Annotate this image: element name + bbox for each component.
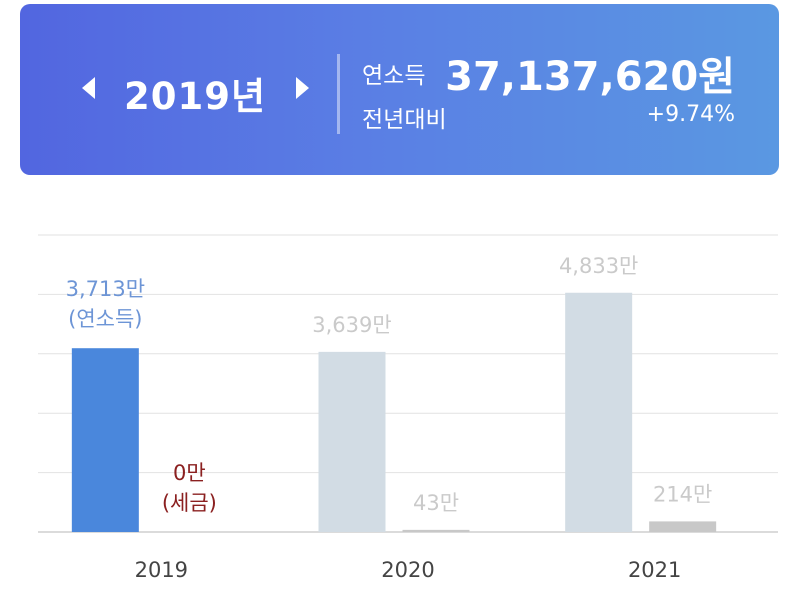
x-tick-label: 2021 [628,558,681,582]
income-bar [318,351,386,532]
summary-card: 2019년 연소득 37,137,620원 전년대비 +9.74% [20,4,779,175]
income-series-label: (연소득) [68,307,142,331]
tax-value-label: 214만 [653,482,712,506]
tax-value-label: 0만 [173,461,206,485]
annual-income-value: 37,137,620원 [445,54,735,100]
previous-year-icon[interactable] [82,77,95,99]
income-tax-bar-chart: 3,713만 (연소득) 0만 (세금) 2019 3,639만 43만 2020 4,833만… [38,234,778,582]
next-year-icon[interactable] [296,77,309,99]
income-value-label: 3,713만 [66,277,145,301]
income-bar [565,292,633,532]
x-tick-label: 2020 [381,558,434,582]
x-tick-label: 2019 [135,558,188,582]
tax-value-label: 43만 [413,491,459,515]
income-value-label: 4,833만 [559,254,638,278]
selected-year: 2019년 [123,75,267,118]
income-value-label: 3,639만 [312,313,391,337]
year-over-year-label: 전년대비 [362,107,447,133]
tax-bar [402,529,470,532]
tax-series-label: (세금) [162,491,217,515]
income-bar [71,348,139,532]
annual-income-label: 연소득 [362,63,426,89]
year-over-year-value: +9.74% [646,102,735,127]
header-divider [337,54,340,134]
tax-bar [649,521,717,532]
